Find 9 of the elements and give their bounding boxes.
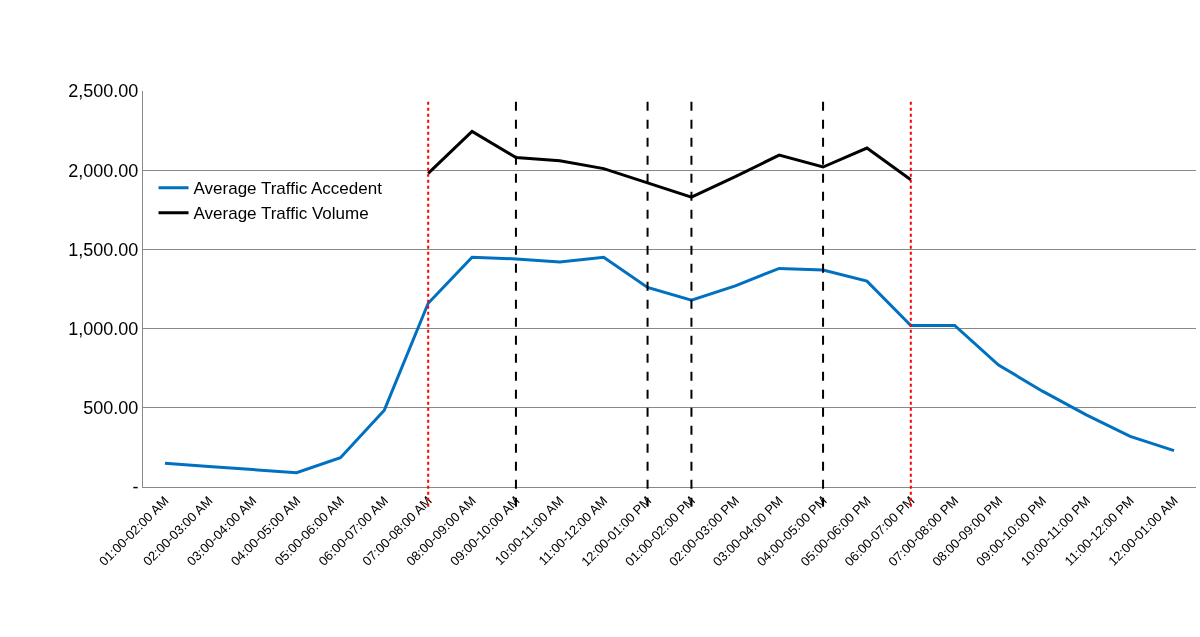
legend-label: Average Traffic Volume xyxy=(193,204,369,224)
y-tick-label: 1,000.00 xyxy=(68,318,139,339)
legend-label: Average Traffic Accedent xyxy=(193,179,383,199)
y-tick-label: - xyxy=(132,477,139,498)
y-tick-label: 500.00 xyxy=(83,398,139,419)
y-tick-label: 2,500.00 xyxy=(68,81,139,102)
line-series xyxy=(163,255,1176,475)
y-tick-label: 2,000.00 xyxy=(68,160,139,181)
y-tick-label: 1,500.00 xyxy=(68,239,139,260)
